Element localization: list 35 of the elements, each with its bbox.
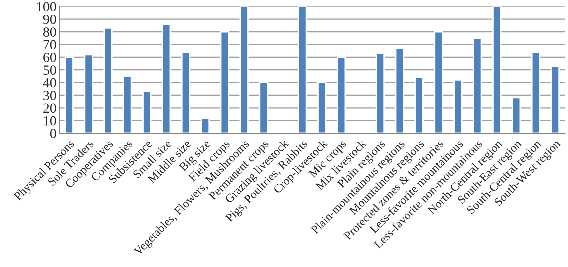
bar	[298, 6, 308, 134]
bar	[123, 76, 132, 134]
bar	[414, 77, 424, 134]
y-tick-label: 60	[44, 52, 56, 62]
y-tick-label: 20	[44, 104, 56, 114]
y-tick-label: 40	[43, 78, 56, 88]
bar	[104, 28, 113, 134]
bar	[220, 31, 230, 134]
bar	[64, 56, 74, 134]
bar	[454, 80, 463, 134]
bar	[376, 52, 386, 134]
y-tick-label: 30	[44, 91, 56, 100]
bar	[531, 52, 541, 134]
bar	[473, 38, 482, 134]
bar	[162, 24, 172, 134]
bar	[181, 52, 191, 134]
bar	[336, 56, 346, 134]
bar	[434, 31, 444, 134]
bar	[550, 66, 560, 134]
bar	[200, 118, 210, 134]
y-tick-label: 100	[37, 2, 56, 12]
bar	[395, 48, 404, 134]
y-tick-label: 0	[50, 129, 56, 138]
bar	[492, 6, 502, 134]
y-tick-label: 80	[44, 28, 56, 37]
y-tick-label: 90	[43, 14, 56, 24]
y-tick-label: 70	[44, 40, 56, 50]
y-tick-label: 10	[44, 116, 56, 126]
y-tick-label: 50	[44, 66, 56, 76]
bar	[142, 90, 152, 134]
bar	[259, 82, 268, 134]
bar	[512, 97, 522, 134]
bar	[84, 54, 94, 134]
bar	[318, 82, 327, 134]
bar	[240, 6, 249, 134]
